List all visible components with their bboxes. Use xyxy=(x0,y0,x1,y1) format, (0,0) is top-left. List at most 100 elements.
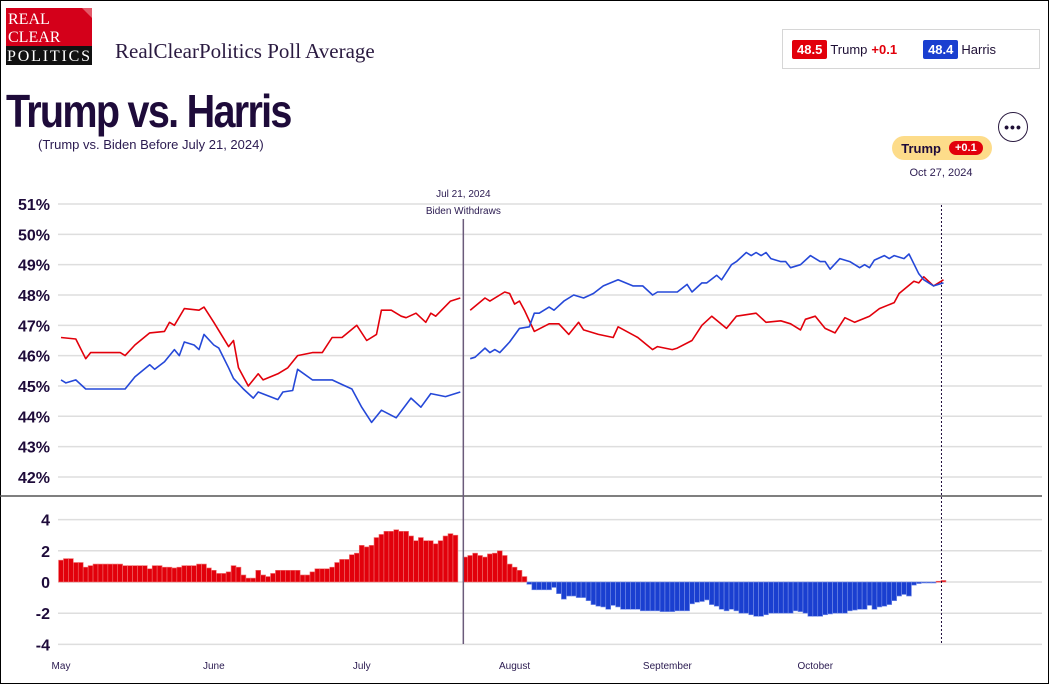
spread-bar xyxy=(842,581,848,614)
spread-bar xyxy=(832,581,838,614)
rcp-logo[interactable]: REAL CLEAR POLITICS xyxy=(6,8,92,65)
spread-bar xyxy=(556,581,562,594)
spread-bar xyxy=(595,581,602,607)
page-title: Trump vs. Harris xyxy=(6,85,292,137)
spread-bar xyxy=(206,567,212,583)
spread-bar xyxy=(137,565,143,583)
spread-bar xyxy=(723,581,730,612)
y-tick-label: 48% xyxy=(18,288,50,305)
spread-bar xyxy=(713,581,720,607)
y-tick-label: 2 xyxy=(41,544,50,561)
spread-bar xyxy=(285,569,291,583)
spread-bar xyxy=(570,581,577,597)
spread-bar xyxy=(201,563,207,583)
spread-bar xyxy=(896,581,902,597)
spread-bar xyxy=(876,581,883,608)
spread-bar xyxy=(250,577,257,583)
y-tick-label: 50% xyxy=(18,227,50,244)
spread-bar xyxy=(738,581,745,614)
spread-bar xyxy=(733,581,740,612)
spread-bar xyxy=(107,563,114,583)
spread-bar xyxy=(580,581,587,598)
spread-bar xyxy=(644,581,651,612)
spread-bar xyxy=(73,562,79,583)
spread-bar xyxy=(906,581,912,597)
spread-bar xyxy=(605,581,612,610)
spread-bar xyxy=(171,567,178,583)
spread-bar xyxy=(191,565,197,583)
spread-bar xyxy=(728,581,735,610)
y-tick-label: 45% xyxy=(18,379,50,396)
spread-bar xyxy=(304,574,311,583)
y-tick-label: 42% xyxy=(18,470,50,487)
y-tick-label: -4 xyxy=(36,637,50,654)
spread-bar xyxy=(477,555,483,583)
spread-bar xyxy=(561,581,567,600)
spread-bar xyxy=(166,566,173,583)
x-tick-label: July xyxy=(353,661,371,672)
legend-item-trump[interactable]: 48.5 Trump +0.1 xyxy=(792,39,897,59)
legend: 48.5 Trump +0.1 48.4 Harris xyxy=(782,29,1040,69)
spread-bar xyxy=(600,581,607,608)
spread-bar xyxy=(625,581,631,610)
spread-bar xyxy=(674,581,681,612)
event-label: Biden Withdraws xyxy=(426,206,501,217)
spread-bar xyxy=(393,529,400,583)
spread-bar xyxy=(275,569,281,583)
spread-bar xyxy=(501,555,508,583)
spread-bar xyxy=(216,573,222,583)
spread-bar xyxy=(151,565,158,583)
y-tick-label: 51% xyxy=(18,197,50,214)
spread-bar xyxy=(792,581,799,612)
spread-bar xyxy=(886,581,893,605)
y-tick-label: 49% xyxy=(18,258,50,275)
x-tick-label: June xyxy=(203,661,225,672)
y-tick-label: 43% xyxy=(18,440,50,457)
more-options-button[interactable]: ••• xyxy=(998,112,1028,142)
spread-bar xyxy=(442,535,449,583)
spread-bar xyxy=(112,563,118,583)
spread-bar xyxy=(230,565,237,583)
harris-label: Harris xyxy=(961,41,997,57)
spread-bar xyxy=(615,581,621,608)
y-tick-label: 46% xyxy=(18,349,50,366)
y-tick-label: 4 xyxy=(41,513,50,530)
spread-bar xyxy=(87,565,94,583)
spread-bar xyxy=(280,569,286,583)
y-tick-label: 0 xyxy=(41,575,50,592)
spread-bar xyxy=(536,581,542,591)
spread-bar xyxy=(211,569,217,583)
spread-bar xyxy=(511,566,518,583)
spread-bar xyxy=(161,566,168,583)
spread-bar xyxy=(383,530,390,583)
spread-bar xyxy=(630,581,636,610)
spread-bar xyxy=(334,562,340,583)
spread-bar xyxy=(363,546,370,583)
spread-bar xyxy=(871,581,878,610)
spread-bar xyxy=(309,571,316,583)
spread-bar xyxy=(102,563,109,583)
spread-bar xyxy=(797,581,804,612)
spread-bar xyxy=(881,581,888,607)
spread-bar xyxy=(847,581,853,612)
spread-bar xyxy=(773,581,779,614)
spread-bar xyxy=(911,581,917,586)
spread-bar xyxy=(329,566,335,583)
spread-bar xyxy=(699,581,705,602)
spread-bar xyxy=(856,581,863,610)
legend-item-harris[interactable]: 48.4 Harris xyxy=(923,39,997,59)
spread-bar xyxy=(289,569,296,583)
spread-bar xyxy=(452,534,459,583)
spread-bar xyxy=(664,581,671,612)
event-date-label: Jul 21, 2024 xyxy=(436,189,491,200)
spread-bar xyxy=(758,581,764,617)
spread-bar xyxy=(585,581,592,602)
page-subtitle: (Trump vs. Biden Before July 21, 2024) xyxy=(38,137,264,152)
spread-bar xyxy=(497,550,503,583)
spread-bar xyxy=(142,565,148,583)
spread-bar xyxy=(220,573,227,583)
spread-bar xyxy=(447,533,454,583)
spread-bar xyxy=(68,558,74,583)
spread-bar xyxy=(521,576,528,583)
